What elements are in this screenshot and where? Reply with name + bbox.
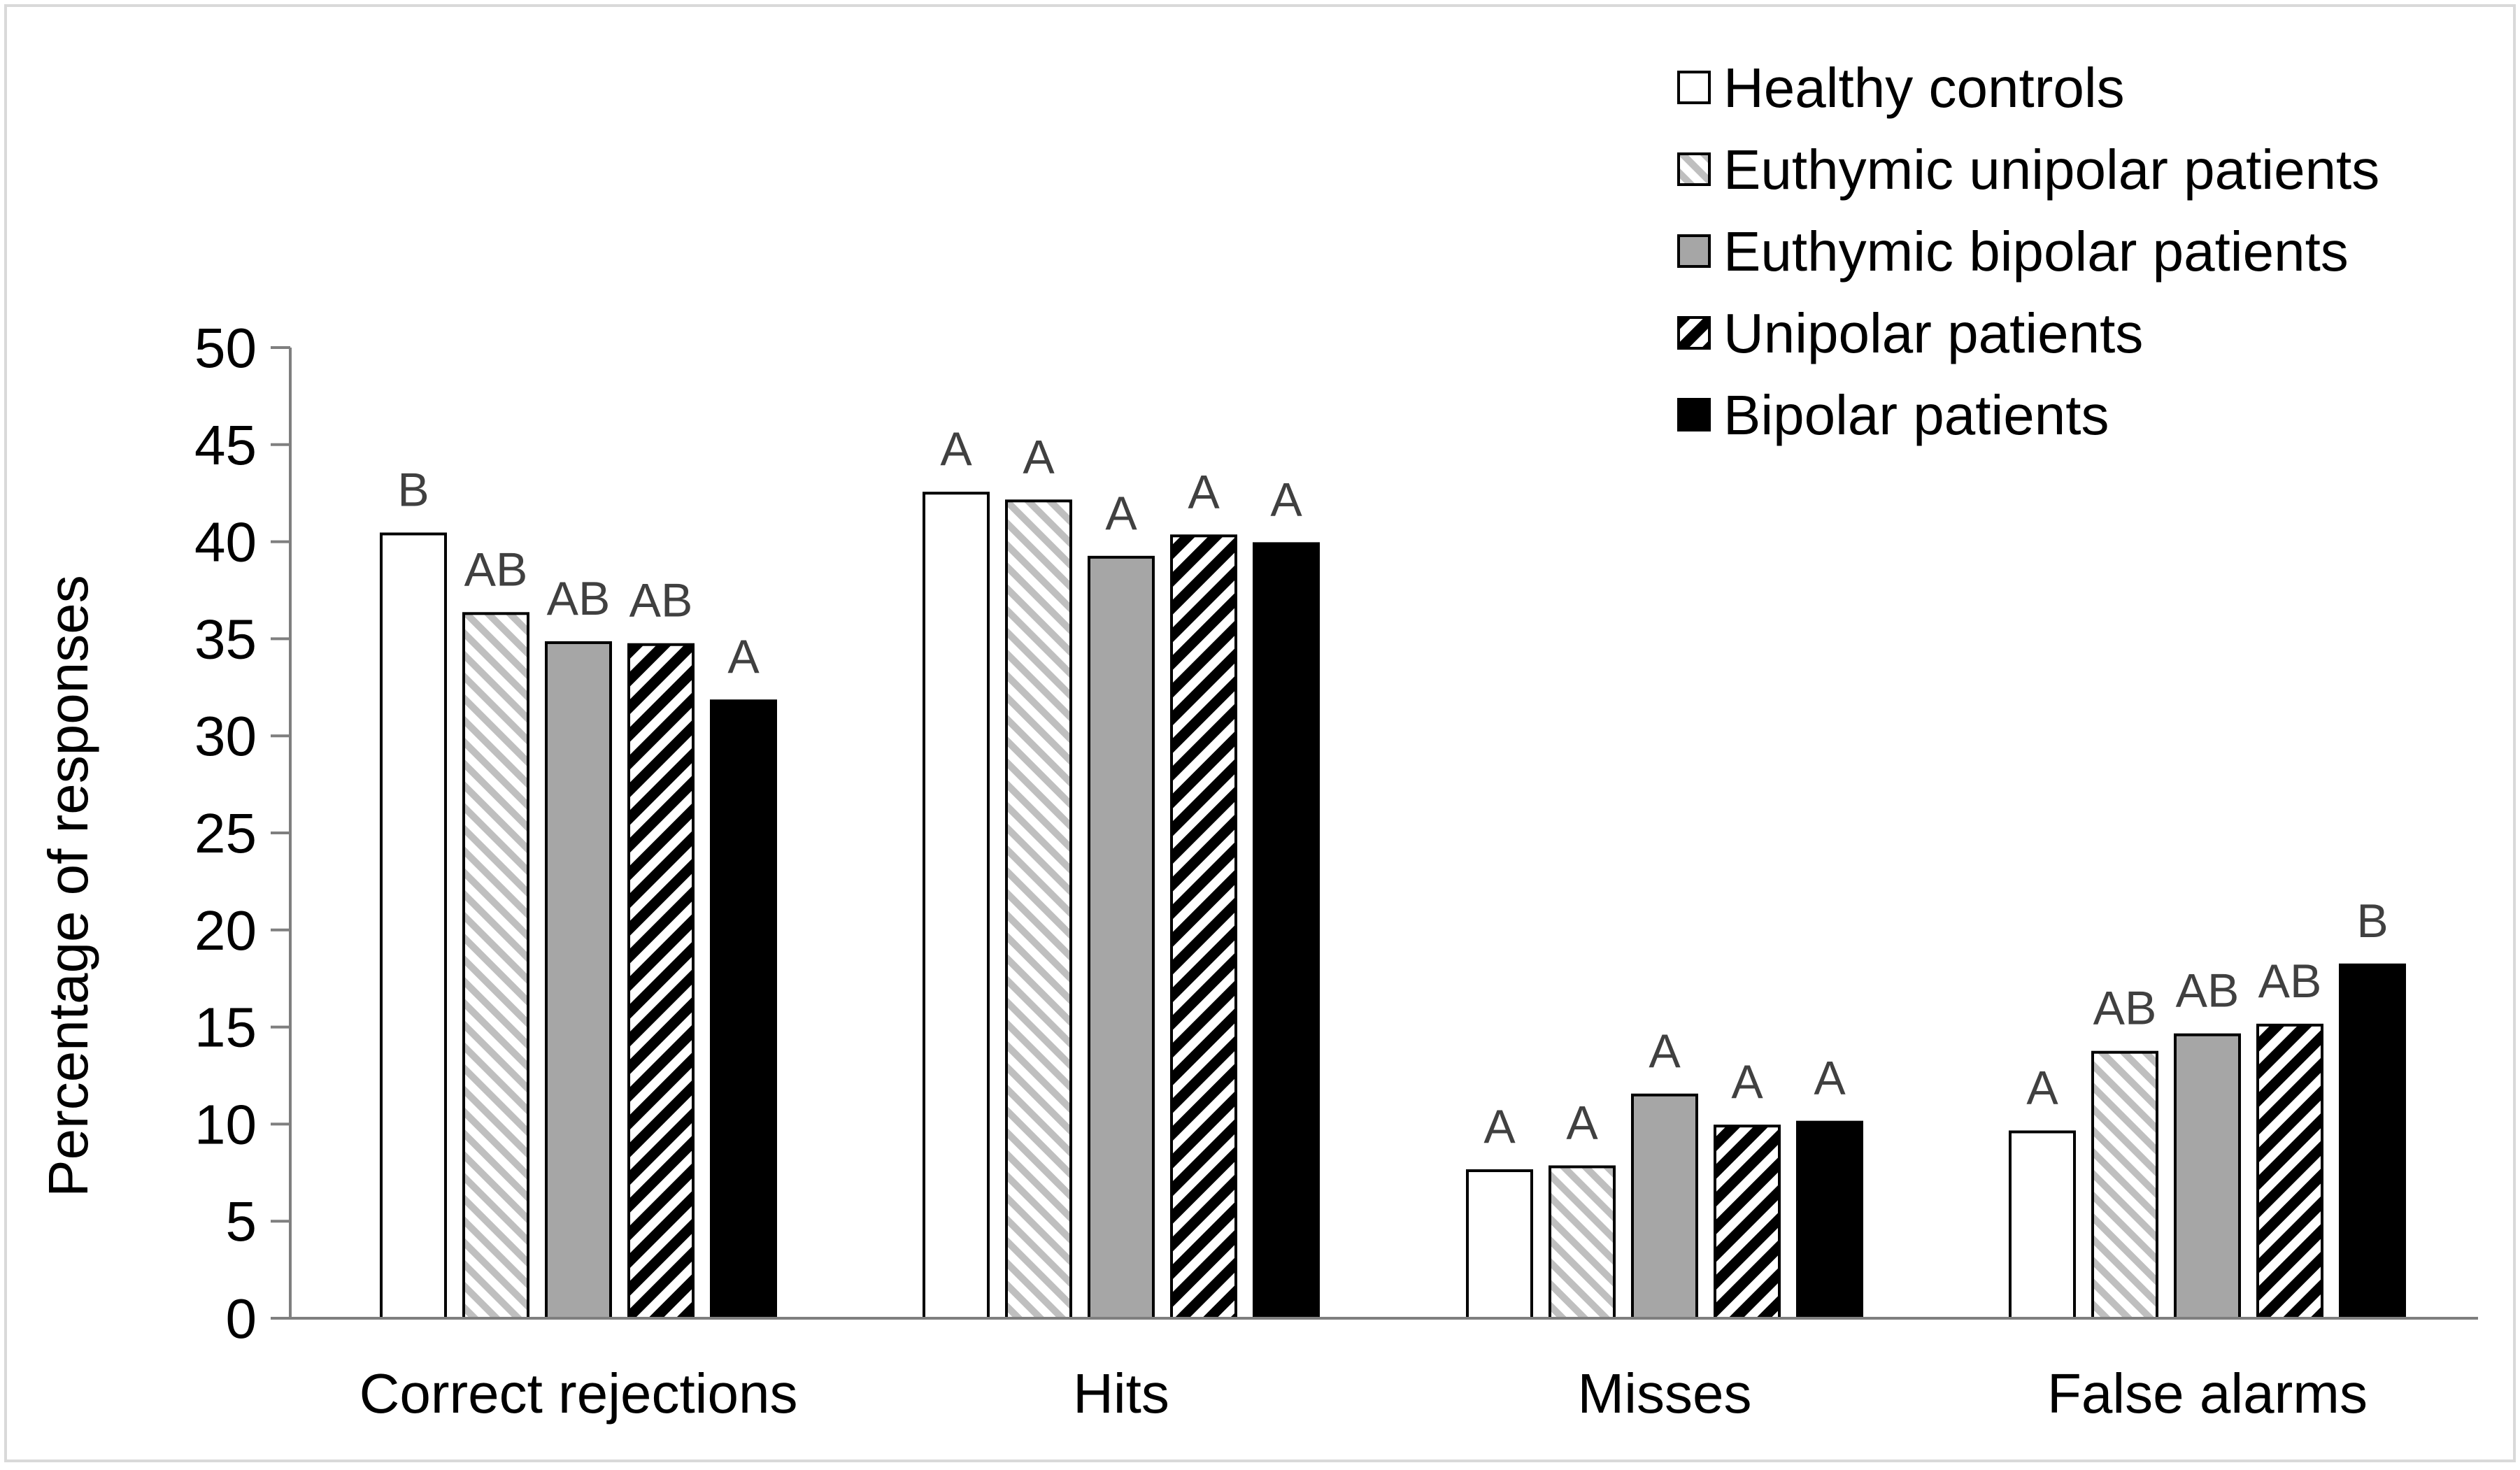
legend-label: Euthymic bipolar patients: [1723, 220, 2349, 283]
bar-unipolar-patients-misses: [1714, 1125, 1781, 1320]
significance-label: A: [1188, 465, 1220, 518]
legend-item-euthymic-bipolar-patients: Euthymic bipolar patients: [1677, 220, 2349, 283]
legend-swatch: [1677, 234, 1711, 268]
bar-unipolar-patients-hits: [1170, 534, 1237, 1320]
legend-item-unipolar-patients: Unipolar patients: [1677, 302, 2143, 364]
legend-item-bipolar-patients: Bipolar patients: [1677, 384, 2109, 446]
bar-euthymic-bipolar-patients-correct-rejections: [545, 641, 612, 1320]
legend-swatch: [1677, 71, 1711, 104]
legend-item-healthy-controls: Healthy controls: [1677, 57, 2125, 119]
y-tick-label: 45: [194, 414, 257, 476]
y-tick-label: 15: [194, 997, 257, 1059]
y-tick-label: 35: [194, 608, 257, 670]
bar-euthymic-bipolar-patients-hits: [1088, 555, 1155, 1320]
y-tick-label: 10: [194, 1093, 257, 1155]
y-axis-title: Percentage of responses: [37, 575, 99, 1197]
significance-label: AB: [464, 543, 528, 596]
bar-euthymic-unipolar-patients-correct-rejections: [462, 612, 529, 1320]
y-axis: 0 5 10 15 20 25 30 35 40 45 50: [194, 317, 292, 1350]
y-tick-label: 20: [194, 899, 257, 962]
x-category-label: Hits: [1073, 1362, 1169, 1425]
legend-label: Unipolar patients: [1723, 302, 2143, 364]
bar-bipolar-patients-false-alarms: [2339, 963, 2406, 1320]
significance-label: A: [1483, 1100, 1516, 1153]
x-category-label: Correct rejections: [360, 1362, 798, 1425]
significance-label: A: [727, 630, 760, 683]
bar-unipolar-patients-correct-rejections: [627, 643, 695, 1320]
bar-bipolar-patients-hits: [1253, 542, 1320, 1320]
legend-swatch: [1677, 316, 1711, 350]
bar-euthymic-unipolar-patients-false-alarms: [2091, 1050, 2158, 1320]
significance-label: A: [1566, 1096, 1598, 1149]
significance-label: A: [940, 422, 972, 476]
significance-label: A: [2026, 1062, 2058, 1115]
y-tick-label: 5: [226, 1190, 257, 1253]
significance-label: AB: [547, 572, 611, 625]
legend-item-euthymic-unipolar-patients: Euthymic unipolar patients: [1677, 138, 2379, 201]
y-tick-label: 40: [194, 511, 257, 573]
legend-label: Healthy controls: [1723, 57, 2125, 119]
significance-label: A: [1023, 430, 1055, 483]
significance-label: AB: [2258, 955, 2322, 1008]
significance-label: AB: [629, 574, 693, 627]
significance-label: A: [1270, 473, 1302, 526]
y-tick-label: 0: [226, 1287, 257, 1350]
y-tick-label: 50: [194, 317, 257, 379]
significance-label: AB: [2093, 982, 2157, 1035]
bars-group: [380, 492, 2406, 1320]
bar-unipolar-patients-false-alarms: [2256, 1023, 2323, 1320]
bar-healthy-controls-correct-rejections: [380, 532, 447, 1320]
bar-healthy-controls-hits: [923, 492, 990, 1320]
x-axis: Correct rejections Hits Misses False alarms: [290, 1317, 2478, 1425]
bar-bipolar-patients-correct-rejections: [710, 699, 777, 1320]
bar-euthymic-bipolar-patients-false-alarms: [2174, 1033, 2241, 1320]
significance-label: B: [2356, 894, 2388, 948]
x-category-label: False alarms: [2047, 1362, 2368, 1425]
significance-label: A: [1649, 1025, 1681, 1078]
bar-bipolar-patients-misses: [1796, 1120, 1863, 1320]
bar-euthymic-bipolar-patients-misses: [1631, 1093, 1698, 1320]
significance-label: A: [1731, 1055, 1763, 1108]
x-category-label: Misses: [1578, 1362, 1752, 1425]
bar-healthy-controls-misses: [1466, 1169, 1533, 1320]
legend: Healthy controls Euthymic unipolar patien…: [1677, 57, 2379, 446]
legend-label: Euthymic unipolar patients: [1723, 138, 2379, 201]
bar-euthymic-unipolar-patients-hits: [1005, 499, 1072, 1320]
significance-label: A: [1105, 487, 1137, 540]
y-tick-label: 30: [194, 705, 257, 767]
bar-euthymic-unipolar-patients-misses: [1549, 1165, 1616, 1320]
legend-label: Bipolar patients: [1723, 384, 2109, 446]
y-tick-label: 25: [194, 802, 257, 864]
significance-label: A: [1814, 1052, 1846, 1105]
significance-label: B: [397, 463, 429, 516]
legend-swatch: [1677, 152, 1711, 186]
legend-swatch: [1677, 398, 1711, 431]
significance-label: AB: [2176, 964, 2240, 1018]
bar-healthy-controls-false-alarms: [2009, 1130, 2076, 1320]
